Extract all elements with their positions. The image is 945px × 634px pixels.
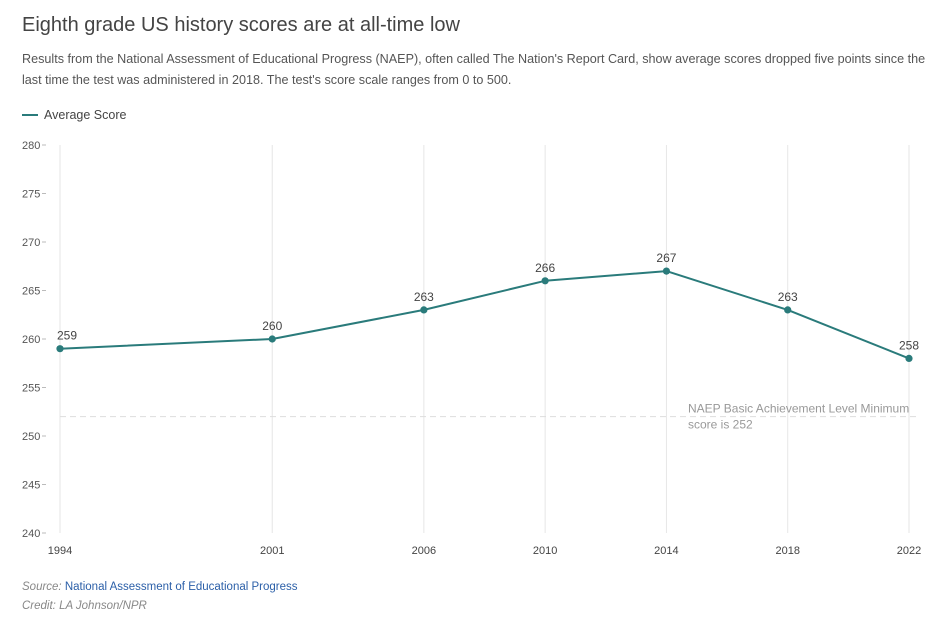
data-label-2006: 263 [414,290,434,304]
reference-label-line1: NAEP Basic Achievement Level Minimum [688,402,909,416]
x-tick-label-2006: 2006 [412,545,436,557]
chart-subtitle: Results from the National Assessment of … [22,52,926,87]
data-point-2010 [541,277,549,285]
data-point-2006 [420,306,428,314]
source-link[interactable]: National Assessment of Educational Progr… [64,581,298,593]
y-tick-label-275: 275 [22,189,40,201]
y-tick-label-280: 280 [22,140,40,152]
data-label-2022: 258 [899,338,919,352]
line-chart: 240 245 250 255 260 265 270 275 280 1994 2001 2006 2… [22,140,921,557]
y-tick-label-270: 270 [22,237,40,249]
data-point-2014 [662,267,671,275]
y-tick-label-240: 240 [22,528,40,540]
x-tick-label-1994: 1994 [48,545,72,557]
y-tick-label-245: 245 [22,480,40,492]
x-tick-label-2018: 2018 [775,545,799,557]
data-point-2018 [784,306,792,314]
data-point-1994 [56,345,64,353]
y-tick-label-260: 260 [22,334,40,346]
x-tick-label-2022: 2022 [897,545,921,557]
credit-line: Credit: LA Johnson/NPR [22,600,147,612]
data-point-2001 [268,335,276,343]
data-point-2022 [905,354,913,362]
y-tick-label-255: 255 [22,383,40,395]
data-label-2001: 260 [262,319,282,333]
source-line: Source: National Assessment of Education… [22,581,298,593]
y-tick-label-250: 250 [22,431,40,443]
series-line [59,270,910,360]
y-tick-label-265: 265 [22,286,40,298]
chart-title: Eighth grade US history scores are at al… [22,14,460,36]
data-label-2018: 263 [778,290,798,304]
data-label-2014: 267 [656,251,676,265]
legend-swatch [22,114,38,116]
x-tick-label-2010: 2010 [533,545,557,557]
data-label-2010: 266 [535,261,555,275]
source-prefix: Source: [22,581,65,593]
legend-label: Average Score [44,108,127,122]
x-tick-label-2014: 2014 [654,545,678,557]
x-tick-label-2001: 2001 [260,545,284,557]
legend: Average Score [22,108,126,122]
data-label-1994: 259 [57,329,77,343]
reference-label-line2: score is 252 [688,418,753,432]
